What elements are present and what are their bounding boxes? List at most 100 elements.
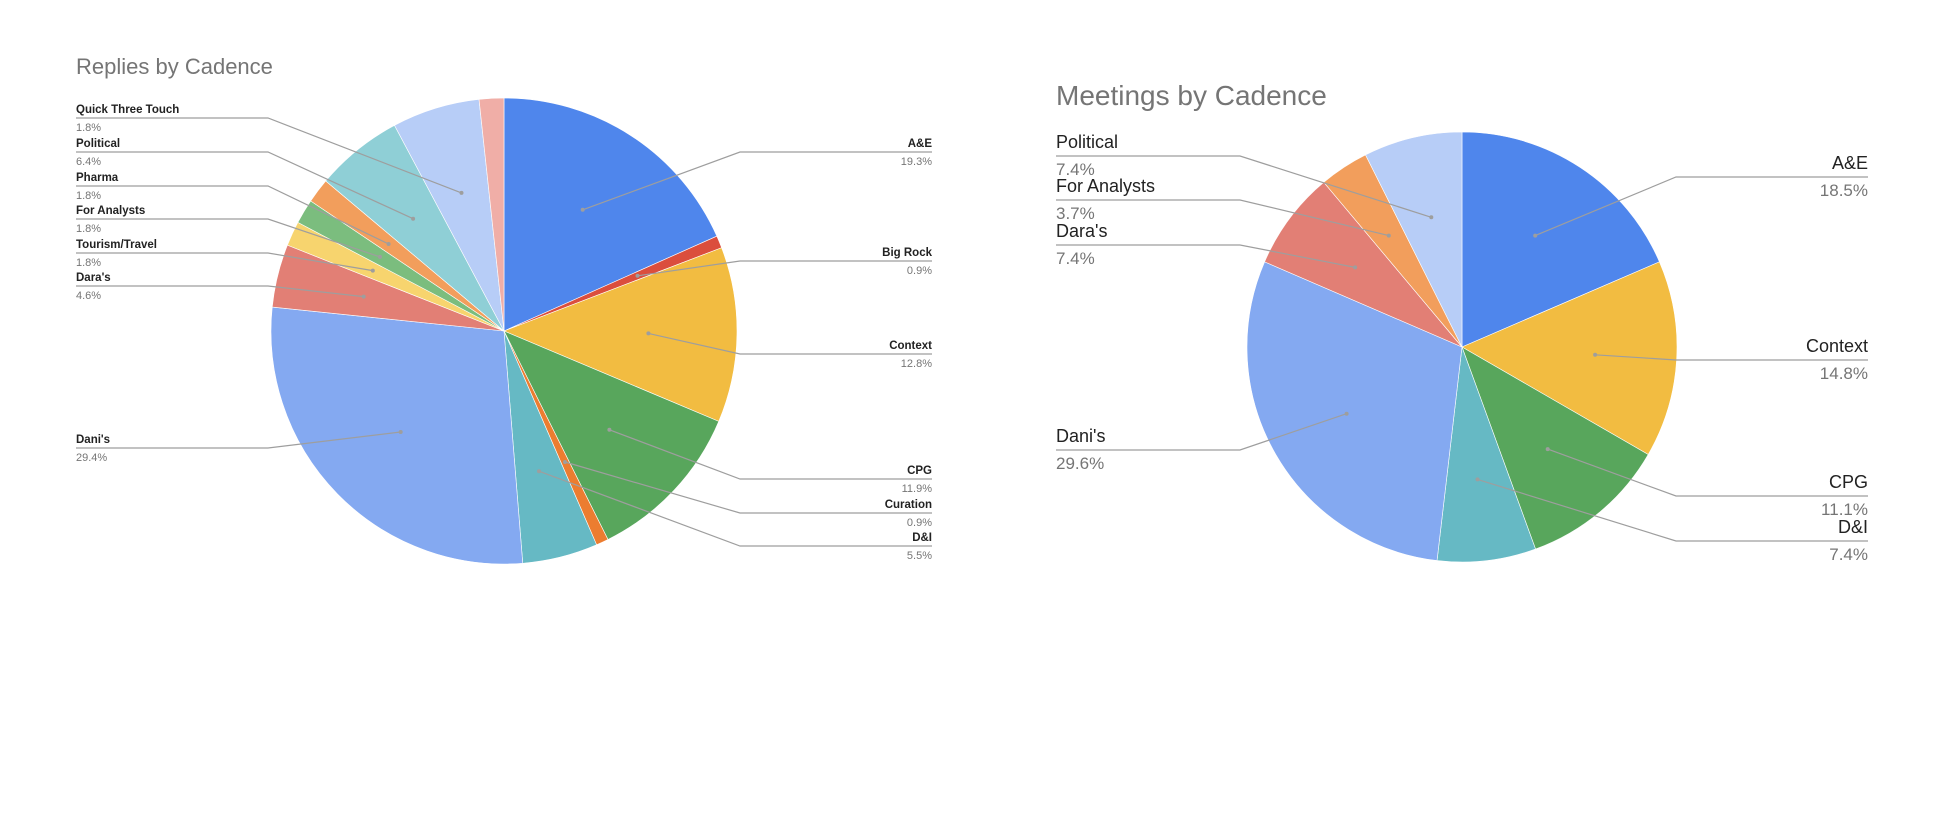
pie-slice-dani-s xyxy=(270,306,524,565)
leader-dot xyxy=(370,268,375,273)
pie-slice-dara-s xyxy=(1264,181,1463,348)
slice-label: Political xyxy=(1056,132,1118,152)
leader-line xyxy=(1547,448,1868,497)
leader-line xyxy=(76,151,414,220)
leader-line xyxy=(648,332,932,355)
leader-dot xyxy=(459,190,464,195)
leader-line xyxy=(76,431,401,449)
leader-dot xyxy=(1593,352,1598,357)
leader-dot xyxy=(1475,477,1480,482)
leader-line xyxy=(582,151,932,211)
leader-dot xyxy=(1429,215,1434,220)
pie-slice-context xyxy=(503,247,738,422)
slice-percent: 7.4% xyxy=(1056,249,1095,268)
leader-dot xyxy=(1386,233,1391,238)
leader-dot xyxy=(378,254,382,259)
pie-slice-political xyxy=(1365,131,1463,348)
slice-label: Dara's xyxy=(1056,221,1107,241)
leader-dot xyxy=(1344,411,1349,416)
leader-dot xyxy=(537,469,541,474)
slice-percent: 7.4% xyxy=(1829,545,1868,564)
slice-label: Pharma xyxy=(76,172,119,184)
leader-line xyxy=(1534,176,1868,237)
pie-slice-cpg xyxy=(503,330,720,540)
leader-dot xyxy=(1545,447,1550,452)
meetings-chart-panel: Meetings by Cadence Political 7.4% For Ana… xyxy=(1040,0,1956,816)
slice-percent: 6.4% xyxy=(76,156,101,168)
slice-label: Tourism/Travel xyxy=(76,239,157,251)
leader-line xyxy=(76,285,364,298)
leader-line xyxy=(1056,244,1356,268)
slice-percent: 11.9% xyxy=(902,483,933,495)
pie-slice-d-i xyxy=(1436,346,1536,563)
slice-percent: 0.9% xyxy=(907,517,932,529)
leader-line xyxy=(76,185,389,245)
leader-line xyxy=(76,218,381,258)
chart-title: Replies by Cadence xyxy=(76,54,273,79)
leader-line xyxy=(609,429,932,480)
slice-percent: 1.8% xyxy=(76,190,101,202)
leader-dot xyxy=(386,242,391,246)
slice-percent: 18.5% xyxy=(1820,181,1868,200)
slice-label: For Analysts xyxy=(76,205,145,217)
pie-slice-a-e xyxy=(503,97,718,332)
slice-percent: 7.4% xyxy=(1056,160,1095,179)
pie-slices xyxy=(270,97,738,565)
slice-label: Dani's xyxy=(76,434,110,446)
leader-dot xyxy=(635,273,640,278)
slice-label: D&I xyxy=(912,532,932,544)
slice-label: Dara's xyxy=(76,272,111,284)
slice-percent: 19.3% xyxy=(901,156,932,168)
leader-line xyxy=(564,461,932,514)
replies-pie-chart: Quick Three Touch 1.8% Political 6.4% Pharma… xyxy=(76,97,933,565)
leader-line xyxy=(76,252,373,272)
leader-dot xyxy=(1533,233,1538,238)
leader-dot xyxy=(398,430,403,434)
slice-label: Context xyxy=(889,340,932,352)
slice-percent: 29.4% xyxy=(76,452,107,464)
slice-percent: 4.6% xyxy=(76,290,101,302)
replies-chart-panel: Replies by Cadence Quick Three Touch 1.8%… xyxy=(0,0,960,816)
leader-dot xyxy=(563,460,567,464)
leader-line xyxy=(76,117,462,194)
slice-percent: 29.6% xyxy=(1056,454,1104,473)
slice-label: Dani's xyxy=(1056,426,1105,446)
leader-line xyxy=(1477,478,1868,542)
leader-dot xyxy=(607,427,612,432)
slice-label: CPG xyxy=(1829,472,1868,492)
slice-percent: 11.1% xyxy=(1821,500,1868,519)
slice-label: D&I xyxy=(1838,517,1868,537)
slice-label: A&E xyxy=(1832,153,1868,173)
pie-slice-unlabeled xyxy=(478,97,505,332)
leader-line xyxy=(1056,199,1389,237)
pie-labels: Quick Three Touch 1.8% Political 6.4% Pharma… xyxy=(76,104,933,562)
slice-label: For Analysts xyxy=(1056,176,1155,196)
slice-percent: 1.8% xyxy=(76,122,101,134)
leader-line xyxy=(637,260,932,277)
slice-percent: 0.9% xyxy=(907,265,932,277)
slice-label: Big Rock xyxy=(882,247,932,259)
chart-title: Meetings by Cadence xyxy=(1056,80,1327,111)
leader-dot xyxy=(646,331,651,336)
leader-dot xyxy=(411,216,416,221)
slice-label: A&E xyxy=(908,138,933,150)
leader-dot xyxy=(361,294,366,299)
leader-line xyxy=(1056,155,1432,218)
slice-percent: 3.7% xyxy=(1056,204,1095,223)
pie-slices xyxy=(1246,131,1678,563)
leader-line xyxy=(538,470,932,547)
slice-label: Context xyxy=(1806,336,1868,356)
slice-label: Political xyxy=(76,138,120,150)
slice-label: Curation xyxy=(885,499,932,511)
leader-dot xyxy=(580,207,585,212)
slice-label: CPG xyxy=(907,465,932,477)
slice-percent: 12.8% xyxy=(901,358,932,370)
leader-line xyxy=(1595,354,1868,361)
slice-label: Quick Three Touch xyxy=(76,104,179,116)
slice-percent: 5.5% xyxy=(907,550,932,562)
pie-slice-cpg xyxy=(1461,346,1649,550)
slice-percent: 1.8% xyxy=(76,223,101,235)
leader-line xyxy=(1056,413,1347,451)
